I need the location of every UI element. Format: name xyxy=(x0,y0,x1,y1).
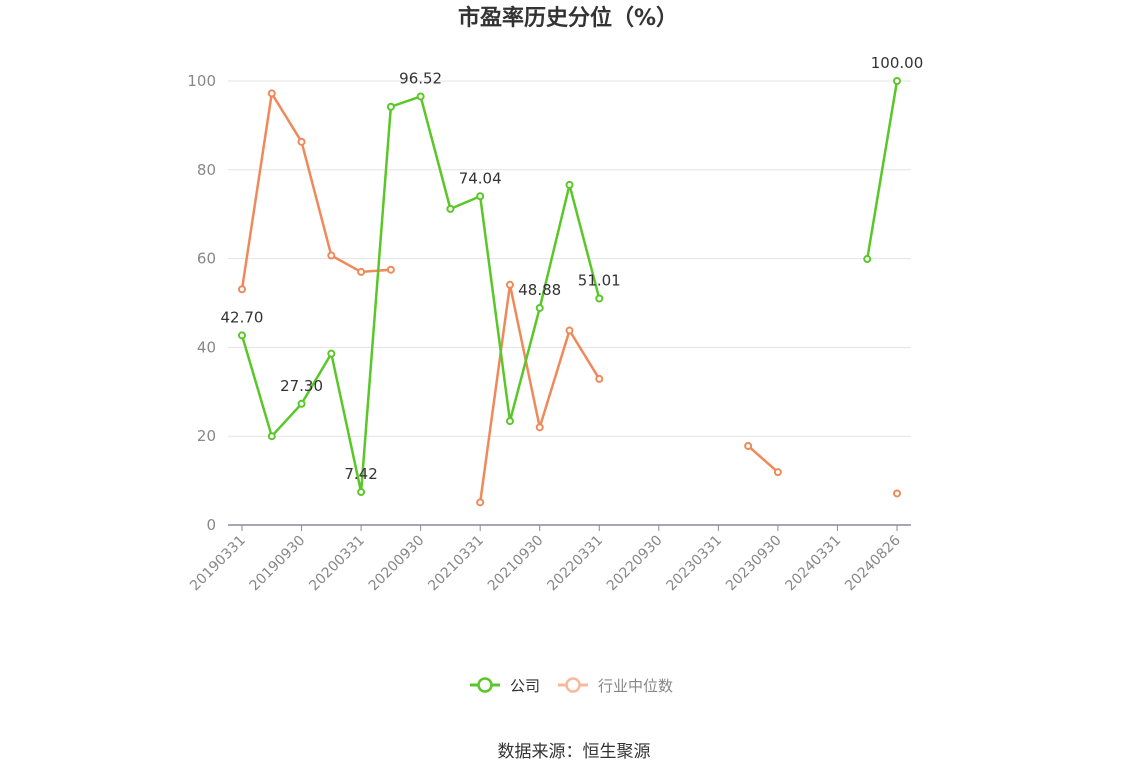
data-point-0[interactable] xyxy=(357,488,366,497)
series-line-1 xyxy=(240,92,391,290)
data-point-0[interactable] xyxy=(238,331,246,340)
data-point-1[interactable] xyxy=(744,441,753,450)
data-point-0[interactable] xyxy=(565,180,574,189)
x-tick-label: 20190331 xyxy=(187,533,249,595)
chart-title: 市盈率历史分位（%） xyxy=(458,5,678,31)
data-point-1[interactable] xyxy=(327,251,336,260)
x-tick-label: 20240826 xyxy=(842,532,904,594)
x-tick-label: 20220331 xyxy=(544,533,606,595)
data-point-1[interactable] xyxy=(386,265,395,274)
data-source: 数据来源：恒生聚源 xyxy=(498,742,651,762)
data-label: 96.52 xyxy=(399,69,442,87)
data-label: 100.00 xyxy=(871,54,924,72)
data-point-0[interactable] xyxy=(893,77,901,85)
y-tick-label: 60 xyxy=(197,250,216,268)
data-point-0[interactable] xyxy=(267,432,276,441)
x-axis: 2019033120190930202003312020093020210331… xyxy=(187,524,911,595)
data-point-0[interactable] xyxy=(416,92,425,101)
data-point-0[interactable] xyxy=(386,102,395,111)
data-point-0[interactable] xyxy=(476,192,485,201)
series-points xyxy=(238,77,901,507)
data-label: 27.30 xyxy=(280,377,323,395)
x-tick-label: 20230930 xyxy=(723,533,785,595)
data-point-1[interactable] xyxy=(297,137,306,146)
data-point-0[interactable] xyxy=(446,204,455,213)
x-tick-label: 20200331 xyxy=(306,533,368,595)
series-line-1 xyxy=(478,283,601,503)
data-point-1[interactable] xyxy=(505,280,514,289)
legend-label-0[interactable]: 公司 xyxy=(510,677,540,695)
data-point-1[interactable] xyxy=(595,374,604,383)
data-point-1[interactable] xyxy=(267,89,276,98)
data-point-1[interactable] xyxy=(476,498,485,507)
legend-marker-1 xyxy=(565,677,581,693)
x-tick-label: 20220930 xyxy=(604,533,666,595)
data-point-0[interactable] xyxy=(595,294,604,303)
grid-lines xyxy=(228,80,911,437)
data-label: 42.70 xyxy=(221,308,264,326)
data-point-0[interactable] xyxy=(535,303,544,312)
y-axis: 0 20 40 60 80 100 xyxy=(187,72,216,534)
series-line-0 xyxy=(865,80,899,260)
data-point-0[interactable] xyxy=(327,349,336,358)
data-labels: 42.70 27.30 7.42 96.52 74.04 48.88 51.01 100.00 xyxy=(221,54,924,483)
x-tick-label: 20240331 xyxy=(783,533,845,595)
data-point-1[interactable] xyxy=(565,326,574,335)
y-tick-label: 40 xyxy=(197,338,216,356)
x-tick-label: 20190930 xyxy=(247,533,309,595)
y-tick-label: 0 xyxy=(206,516,216,534)
legend-marker-0 xyxy=(477,677,493,693)
data-point-1[interactable] xyxy=(773,468,782,477)
y-tick-label: 20 xyxy=(197,427,216,445)
series-lines xyxy=(240,80,899,503)
x-tick-label: 20210930 xyxy=(485,533,547,595)
series-line-1 xyxy=(747,445,779,474)
data-point-1[interactable] xyxy=(357,267,366,276)
y-tick-label: 100 xyxy=(187,72,216,90)
x-tick-label: 20210331 xyxy=(425,533,487,595)
data-point-1[interactable] xyxy=(535,423,544,432)
data-label: 48.88 xyxy=(518,281,561,299)
data-point-0[interactable] xyxy=(863,255,872,264)
data-point-1[interactable] xyxy=(238,285,246,294)
data-label: 7.42 xyxy=(344,465,377,483)
data-point-0[interactable] xyxy=(297,399,306,408)
data-label: 74.04 xyxy=(459,169,502,187)
legend-label-1[interactable]: 行业中位数 xyxy=(598,677,673,695)
data-point-0[interactable] xyxy=(505,417,514,426)
data-point-1[interactable] xyxy=(893,489,901,498)
data-label: 51.01 xyxy=(578,272,621,290)
x-tick-label: 20200930 xyxy=(366,533,428,595)
y-tick-label: 80 xyxy=(197,161,216,179)
legend: 公司 行业中位数 xyxy=(470,677,673,695)
x-tick-label: 20230331 xyxy=(663,533,725,595)
